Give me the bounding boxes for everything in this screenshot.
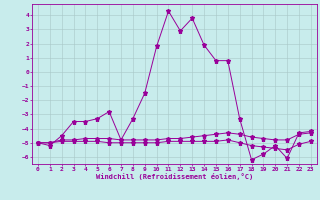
- X-axis label: Windchill (Refroidissement éolien,°C): Windchill (Refroidissement éolien,°C): [96, 173, 253, 180]
